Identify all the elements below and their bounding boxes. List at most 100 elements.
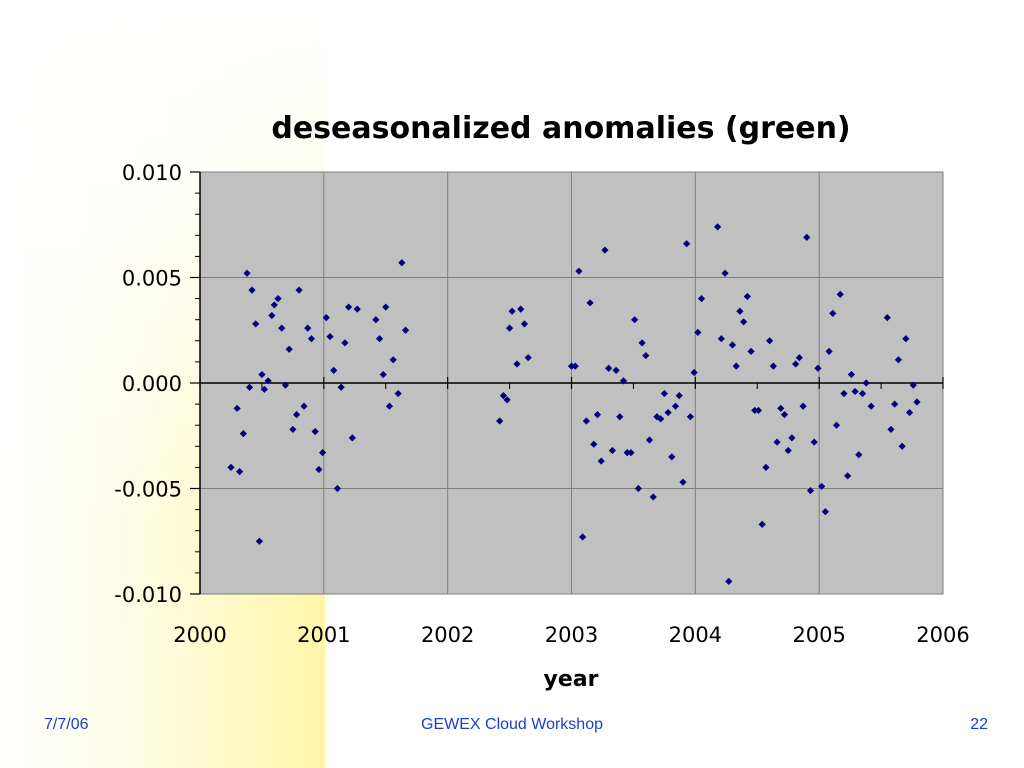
- data-point: [858, 389, 867, 398]
- data-point: [315, 465, 323, 474]
- x-tick-label: 2002: [421, 623, 474, 647]
- data-points: [227, 223, 921, 585]
- data-point: [524, 354, 532, 362]
- data-point: [304, 324, 312, 332]
- data-point: [784, 446, 792, 455]
- data-point: [832, 421, 841, 429]
- data-point: [345, 303, 353, 311]
- data-point: [717, 335, 725, 343]
- data-point: [616, 413, 624, 421]
- data-point: [264, 377, 272, 385]
- data-point: [513, 360, 521, 368]
- data-point: [605, 364, 613, 372]
- data-point: [326, 332, 334, 341]
- tick-labels: 2000 2001 2002 2003 2004 2005 2006 0.010 0.005 0.…: [114, 161, 969, 647]
- data-point: [645, 436, 654, 444]
- data-point: [341, 339, 349, 347]
- data-point: [337, 383, 345, 391]
- data-point: [505, 324, 514, 332]
- data-point: [295, 286, 303, 294]
- data-point: [851, 387, 859, 396]
- axes: [190, 171, 944, 595]
- data-point: [520, 320, 529, 328]
- data-point: [389, 356, 397, 364]
- data-point: [728, 341, 737, 349]
- data-point: [743, 292, 751, 301]
- x-tick-label: 2001: [297, 623, 350, 647]
- data-point: [766, 337, 774, 345]
- data-point: [780, 411, 789, 419]
- data-point: [814, 364, 822, 372]
- data-point: [375, 335, 384, 343]
- data-point: [593, 411, 602, 419]
- data-point: [714, 223, 722, 231]
- data-point: [243, 269, 251, 277]
- data-point: [887, 425, 895, 434]
- data-point: [236, 468, 244, 476]
- data-point: [898, 442, 906, 450]
- data-point: [679, 478, 687, 486]
- data-point: [721, 269, 729, 277]
- data-point: [762, 463, 770, 471]
- data-point: [597, 457, 605, 465]
- data-point: [623, 449, 631, 457]
- data-point: [725, 577, 733, 585]
- data-point: [499, 392, 507, 400]
- data-point: [278, 324, 286, 332]
- data-point: [394, 389, 402, 398]
- footer-date: 7/7/06: [44, 716, 89, 733]
- data-point: [747, 347, 755, 355]
- data-point: [285, 345, 293, 353]
- data-point: [894, 356, 903, 364]
- data-point: [773, 438, 781, 446]
- data-point: [586, 299, 594, 307]
- data-point: [330, 366, 338, 374]
- data-point: [322, 313, 330, 322]
- data-point: [385, 402, 394, 410]
- data-point: [777, 404, 785, 412]
- data-point: [825, 347, 833, 355]
- data-point: [318, 449, 327, 457]
- chart-title: deseasonalized anomalies (green): [271, 111, 850, 146]
- data-point: [268, 311, 276, 320]
- data-point: [840, 389, 848, 398]
- data-point: [281, 381, 290, 389]
- data-point: [657, 415, 665, 423]
- data-point: [660, 389, 668, 398]
- data-point: [274, 295, 282, 303]
- data-point: [239, 430, 247, 438]
- data-point: [642, 351, 650, 360]
- data-point: [913, 398, 921, 406]
- data-point: [668, 453, 676, 461]
- data-point: [818, 482, 826, 490]
- data-point: [348, 434, 356, 442]
- x-tick-label: 2003: [545, 623, 598, 647]
- data-point: [799, 402, 807, 410]
- data-point: [649, 493, 657, 501]
- x-tick-label: 2000: [173, 623, 226, 647]
- data-point: [401, 326, 410, 334]
- data-point: [508, 307, 516, 315]
- data-point: [575, 267, 583, 275]
- data-point: [379, 370, 387, 379]
- data-point: [883, 313, 891, 322]
- data-point: [836, 290, 844, 298]
- data-point: [634, 484, 642, 493]
- data-point: [902, 335, 910, 343]
- data-point: [806, 487, 815, 495]
- data-point: [353, 305, 361, 313]
- data-point: [690, 368, 698, 377]
- data-point: [398, 259, 406, 267]
- data-point: [905, 408, 914, 417]
- data-point: [867, 402, 875, 410]
- data-point: [909, 381, 917, 389]
- footer-title: GEWEX Cloud Workshop: [421, 716, 603, 733]
- y-tick-label: 0.005: [122, 267, 182, 291]
- x-axis-title: year: [544, 667, 599, 692]
- data-point: [736, 307, 744, 315]
- data-point: [675, 392, 683, 400]
- data-point: [255, 537, 264, 545]
- data-point: [697, 295, 706, 303]
- data-point: [571, 362, 579, 370]
- data-point: [627, 449, 635, 457]
